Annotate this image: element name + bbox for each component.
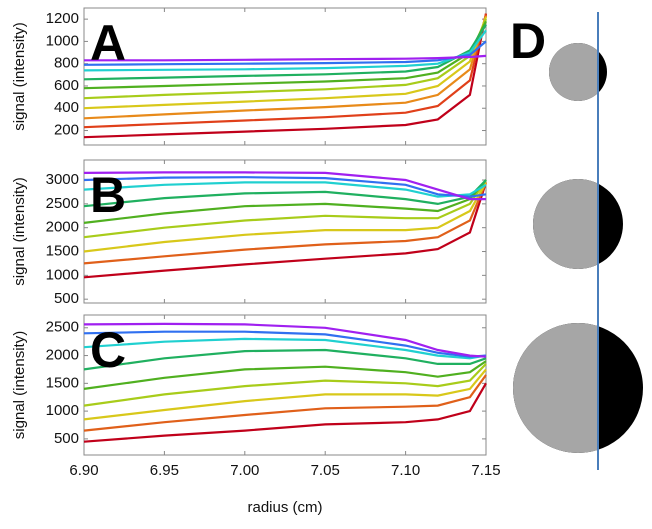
series-line bbox=[83, 40, 487, 66]
series-line bbox=[83, 382, 487, 443]
series-line bbox=[83, 182, 488, 279]
series-line bbox=[83, 181, 488, 265]
series-line bbox=[83, 322, 487, 358]
series-line bbox=[83, 24, 487, 81]
series-line bbox=[83, 179, 487, 239]
series-line bbox=[83, 176, 487, 198]
series-line bbox=[83, 15, 488, 120]
y-tick-label: 1000 bbox=[46, 402, 79, 419]
y-tick-label: 1500 bbox=[46, 374, 79, 391]
y-axis-label: signal (intensity) bbox=[11, 331, 28, 439]
x-tick-label: 7.00 bbox=[230, 462, 259, 479]
y-tick-label: 500 bbox=[54, 430, 79, 447]
series-line bbox=[84, 54, 487, 62]
chart-panel: 500 1000 1500 2000 2500 3000 signal (intensity… bbox=[11, 159, 488, 307]
series-line bbox=[83, 348, 487, 371]
y-tick-label: 1000 bbox=[46, 32, 79, 49]
y-tick-label: 1500 bbox=[46, 242, 79, 259]
panel-d: D bbox=[510, 12, 643, 470]
series-line bbox=[83, 13, 488, 139]
circle-light bbox=[513, 323, 598, 453]
y-tick-label: 2500 bbox=[46, 319, 79, 336]
x-tick-label: 6.90 bbox=[69, 462, 98, 479]
series-line bbox=[83, 337, 487, 360]
panel-letter: A bbox=[90, 15, 126, 71]
series-line bbox=[83, 360, 487, 390]
y-axis-label: signal (intensity) bbox=[11, 177, 28, 285]
y-tick-label: 1000 bbox=[46, 266, 79, 283]
series-line bbox=[83, 29, 487, 72]
series-line bbox=[83, 18, 488, 100]
x-axis-label: radius (cm) bbox=[247, 499, 322, 516]
y-tick-label: 3000 bbox=[46, 171, 79, 188]
x-tick-label: 7.05 bbox=[311, 462, 340, 479]
circle-light bbox=[533, 179, 598, 269]
y-tick-label: 2000 bbox=[46, 347, 79, 364]
panel-letter: C bbox=[90, 322, 126, 378]
series-line bbox=[83, 13, 488, 129]
series-line bbox=[83, 330, 487, 358]
series-line bbox=[83, 181, 487, 253]
chart-panel: 500 1000 1500 2000 2500 6.90 6.95 7.00 7.05 7.10 7… bbox=[11, 314, 501, 516]
y-tick-label: 400 bbox=[54, 99, 79, 116]
circle-light bbox=[549, 43, 598, 101]
panel-letter: D bbox=[510, 13, 546, 69]
y-tick-label: 2500 bbox=[46, 195, 79, 212]
series-line bbox=[83, 363, 487, 407]
panel-letter: B bbox=[90, 167, 126, 223]
series-line bbox=[83, 181, 487, 198]
series-line bbox=[83, 374, 487, 432]
chart-panel: 200 400 600 800 1000 1200 signal (intensity) A bbox=[11, 7, 488, 146]
series-line bbox=[83, 179, 487, 224]
x-tick-label: 6.95 bbox=[150, 462, 179, 479]
y-tick-label: 800 bbox=[54, 55, 79, 72]
series-line bbox=[83, 171, 486, 201]
x-tick-label: 7.10 bbox=[391, 462, 420, 479]
x-tick-label: 7.15 bbox=[471, 462, 500, 479]
y-tick-label: 500 bbox=[54, 290, 79, 307]
y-tick-label: 200 bbox=[54, 121, 79, 138]
series-line bbox=[83, 368, 487, 421]
y-tick-label: 1200 bbox=[46, 10, 79, 27]
y-tick-label: 2000 bbox=[46, 219, 79, 236]
y-tick-label: 600 bbox=[54, 77, 79, 94]
series-line bbox=[83, 16, 488, 110]
y-axis-label: signal (intensity) bbox=[11, 22, 28, 130]
